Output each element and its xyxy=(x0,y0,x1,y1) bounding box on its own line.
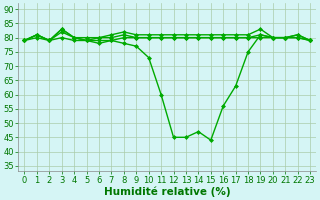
X-axis label: Humidité relative (%): Humidité relative (%) xyxy=(104,186,231,197)
